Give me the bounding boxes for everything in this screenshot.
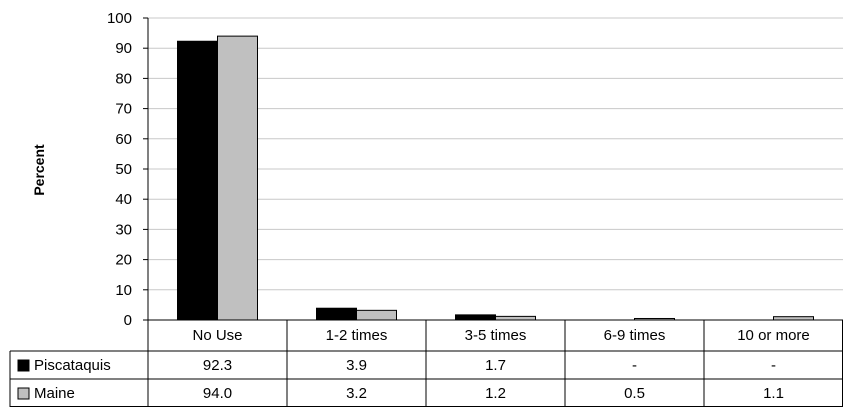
data-label: 1.7 — [485, 357, 506, 374]
y-tick-label: 50 — [115, 161, 132, 178]
y-tick-label: 30 — [115, 221, 132, 238]
gridlines — [148, 17, 843, 291]
bar — [495, 315, 536, 321]
y-tick-label: 100 — [107, 10, 132, 27]
data-table: No Use 1-2 times 3-5 times 6-9 times 10 or m… — [9, 319, 843, 407]
y-tick-label: 60 — [115, 131, 132, 148]
data-label: 3.9 — [346, 357, 367, 374]
data-label: 92.3 — [203, 357, 232, 374]
y-tick-label: 20 — [115, 252, 132, 269]
category-label: No Use — [192, 327, 242, 344]
y-tick-label: 0 — [124, 312, 132, 329]
data-label: - — [771, 357, 776, 374]
bars — [177, 35, 814, 321]
bar — [217, 35, 258, 321]
y-tick-label: 70 — [115, 101, 132, 118]
data-label: - — [632, 357, 637, 374]
legend-swatch — [17, 387, 30, 400]
data-label: 0.5 — [624, 385, 645, 402]
y-tick-label: 40 — [115, 191, 132, 208]
bar — [356, 309, 397, 321]
y-axis-label: Percent — [31, 144, 47, 196]
category-label: 10 or more — [737, 327, 810, 344]
y-tick-label: 10 — [115, 282, 132, 299]
category-label: 6-9 times — [604, 327, 666, 344]
bar — [455, 314, 496, 321]
y-tick-label: 80 — [115, 70, 132, 87]
y-axis: 0 10 20 30 40 50 60 70 80 90 100 — [107, 10, 149, 329]
bar — [177, 40, 218, 321]
data-label: 94.0 — [203, 385, 232, 402]
category-label: 3-5 times — [465, 327, 527, 344]
data-label: 1.2 — [485, 385, 506, 402]
bar — [316, 307, 357, 321]
data-label: 1.1 — [763, 385, 784, 402]
legend-label: Maine — [34, 385, 75, 402]
category-label: 1-2 times — [326, 327, 388, 344]
data-label: 3.2 — [346, 385, 367, 402]
y-tick-label: 90 — [115, 40, 132, 57]
legend-label: Piscataquis — [34, 357, 111, 374]
legend-swatch — [17, 359, 30, 372]
